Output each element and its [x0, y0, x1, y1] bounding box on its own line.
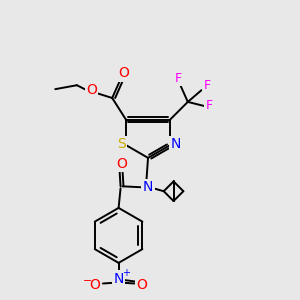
Text: O: O [137, 278, 148, 292]
Text: O: O [118, 66, 129, 80]
Text: N: N [171, 137, 181, 151]
Text: −: − [82, 275, 92, 286]
Text: O: O [90, 278, 101, 292]
Text: N: N [143, 180, 153, 194]
Text: F: F [204, 79, 211, 92]
Text: F: F [174, 72, 182, 85]
Text: F: F [206, 99, 213, 112]
Text: O: O [86, 83, 97, 97]
Text: O: O [116, 157, 127, 171]
Text: +: + [122, 268, 130, 278]
Text: S: S [117, 137, 125, 151]
Text: N: N [113, 272, 124, 286]
